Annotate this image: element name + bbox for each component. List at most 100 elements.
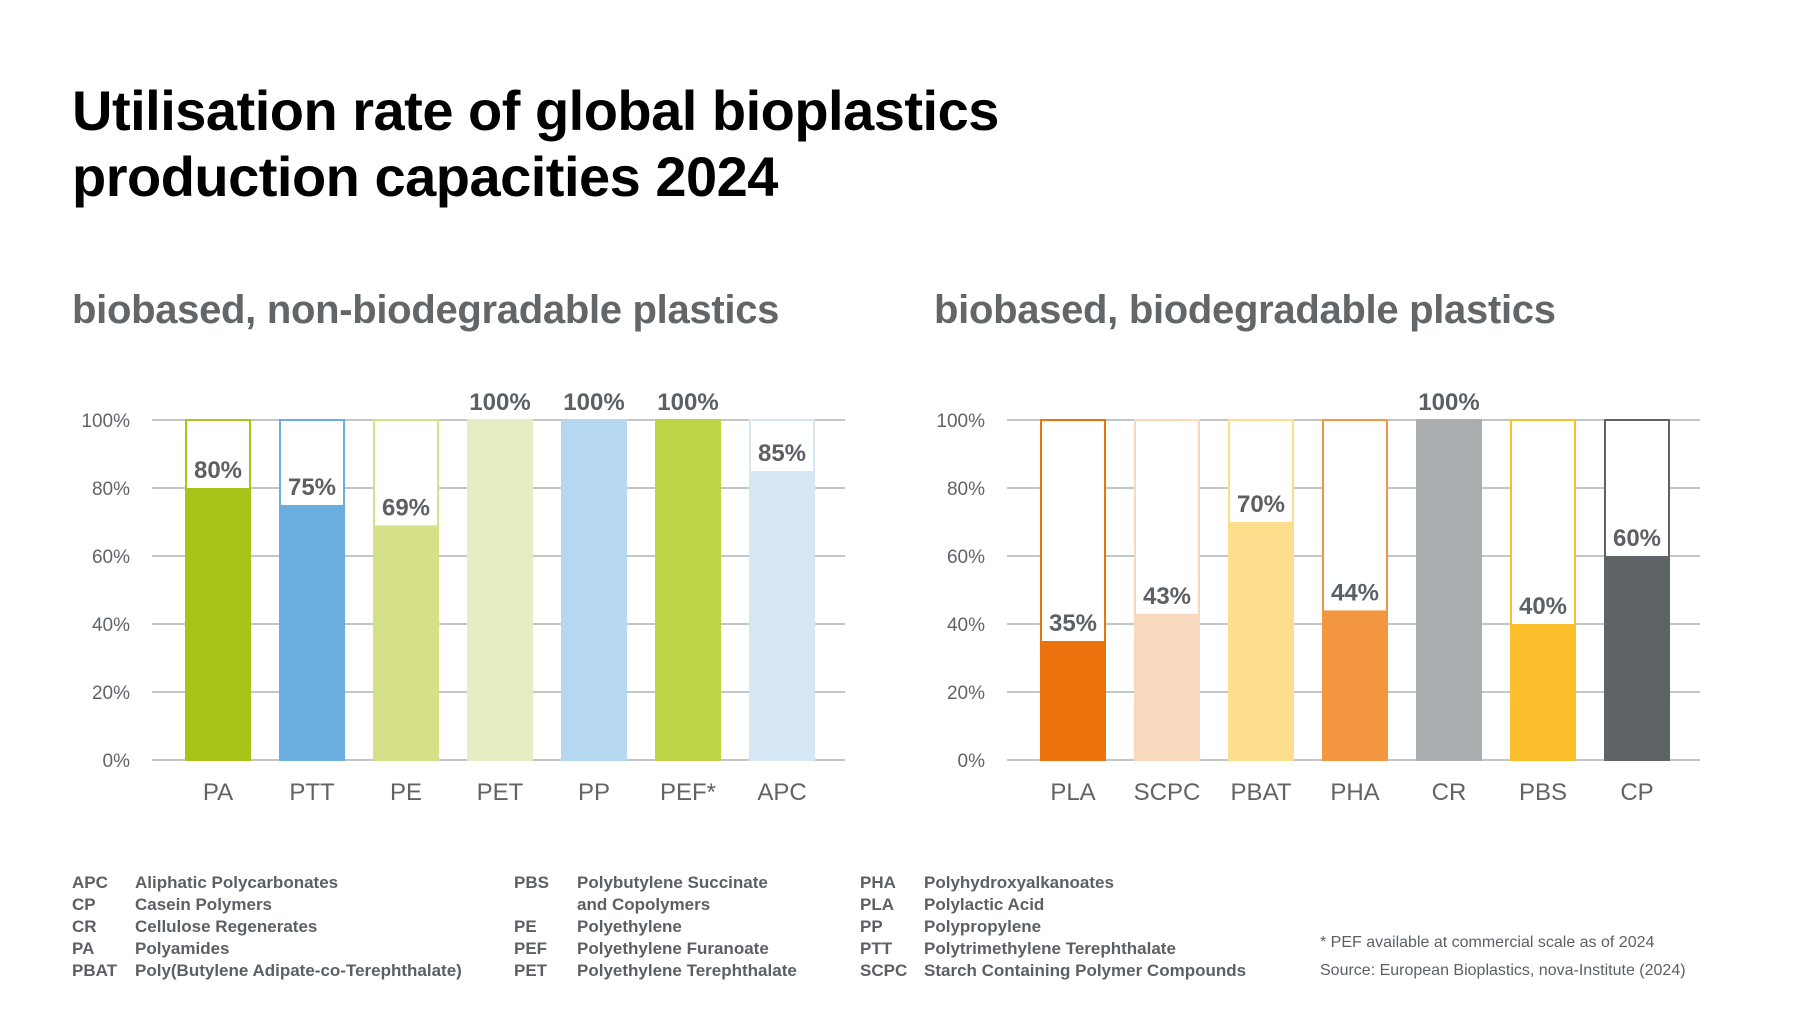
- bar-scpc: [1134, 613, 1200, 760]
- bar-ptt: [279, 505, 345, 760]
- chart-title-biodegradable: biobased, biodegradable plastics: [934, 288, 1556, 332]
- bar-pbat: [1228, 522, 1294, 760]
- value-label-scpc: 43%: [1143, 583, 1191, 610]
- value-label-pp: 100%: [563, 389, 624, 416]
- bar-pef: [655, 420, 721, 760]
- page-title: Utilisation rate of global bioplastics p…: [72, 78, 999, 210]
- bar-pp: [561, 420, 627, 760]
- value-label-pe: 69%: [382, 494, 430, 521]
- category-label-pbs: PBS: [1519, 779, 1567, 806]
- legend-row: SCPC Starch Containing Polymer Compounds: [860, 960, 1246, 982]
- y-tick-label: 40%: [947, 615, 985, 636]
- legend-abbr: PET: [514, 961, 548, 980]
- footnote: * PEF available at commercial scale as o…: [1320, 934, 1655, 951]
- bar-cp: [1604, 556, 1670, 760]
- legend-name: Polyethylene: [577, 917, 682, 936]
- bar-pha: [1322, 610, 1388, 760]
- legend-row: PET Polyethylene Terephthalate: [514, 960, 797, 982]
- y-tick-label: 0%: [103, 751, 131, 772]
- value-label-pla: 35%: [1049, 610, 1097, 637]
- legend-abbr: PTT: [860, 939, 893, 958]
- legend-abbr: [514, 894, 577, 916]
- legend-name: Polypropylene: [924, 917, 1042, 936]
- legend-row: CR Cellulose Regenerates: [72, 916, 462, 938]
- bar-pla: [1040, 641, 1106, 760]
- legend-name: Casein Polymers: [135, 895, 273, 914]
- source-note: Source: European Bioplastics, nova-Insti…: [1320, 962, 1686, 979]
- category-label-pbat: PBAT: [1231, 779, 1292, 806]
- category-label-pe: PE: [390, 779, 422, 806]
- legend-row: PE Polyethylene: [514, 916, 797, 938]
- value-label-cp: 60%: [1613, 525, 1661, 552]
- y-tick-label: 60%: [92, 547, 130, 568]
- legend-row: PLA Polylactic Acid: [860, 894, 1246, 916]
- chart-non-biodegradable: 0% 20% 40% 60% 80% 100% 80% PA 75% PTT 69% PE 100% PE…: [81, 389, 845, 806]
- legend-row: APC Aliphatic Polycarbonates: [72, 872, 462, 894]
- legend-row: PEF Polyethylene Furanoate: [514, 938, 797, 960]
- legend-row: and Copolymers: [514, 894, 797, 916]
- bar-cr: [1416, 420, 1482, 760]
- value-label-pet: 100%: [469, 389, 530, 416]
- category-label-apc: APC: [757, 779, 806, 806]
- value-label-pa: 80%: [194, 457, 242, 484]
- legend-row: PBAT Poly(Butylene Adipate-co-Terephthala…: [72, 960, 462, 982]
- legend-abbr: SCPC: [860, 961, 908, 980]
- value-label-cr: 100%: [1418, 389, 1479, 416]
- legend-abbr: PLA: [860, 895, 894, 914]
- category-label-pef: PEF*: [660, 779, 716, 806]
- legend-abbr: PBS: [514, 873, 549, 892]
- chart-biodegradable: 0% 20% 40% 60% 80% 100% 35% PLA 43% SCPC 70% PBAT 44…: [936, 389, 1700, 806]
- category-label-pet: PET: [477, 779, 524, 806]
- title-line-1: Utilisation rate of global bioplastics: [72, 79, 999, 142]
- y-tick-label: 0%: [958, 751, 986, 772]
- legend-name: Polyethylene Furanoate: [577, 939, 769, 958]
- legend-abbr: CP: [72, 895, 96, 914]
- y-tick-label: 80%: [947, 479, 985, 500]
- legend-name: Polybutylene Succinate: [577, 873, 768, 892]
- legend-column-2: PBS Polybutylene Succinate and Copolymers…: [514, 872, 797, 982]
- category-label-cp: CP: [1620, 779, 1653, 806]
- value-label-apc: 85%: [758, 440, 806, 467]
- category-label-cr: CR: [1432, 779, 1467, 806]
- legend-column-3: PHA Polyhydroxyalkanoates PLA Polylactic A…: [860, 872, 1246, 982]
- value-label-pha: 44%: [1331, 579, 1379, 606]
- legend-abbr: PHA: [860, 873, 896, 892]
- y-tick-label: 40%: [92, 615, 130, 636]
- legend-abbr: PA: [72, 939, 95, 958]
- legend-abbr: PBAT: [72, 961, 118, 980]
- value-label-pbs: 40%: [1519, 593, 1567, 620]
- value-label-pef: 100%: [657, 389, 718, 416]
- legend-abbr: PP: [860, 917, 883, 936]
- legend-name: and Copolymers: [577, 895, 711, 914]
- legend-column-1: APC Aliphatic Polycarbonates CP Casein Pol…: [72, 872, 462, 982]
- category-label-pha: PHA: [1330, 779, 1379, 806]
- legend-row: PA Polyamides: [72, 938, 462, 960]
- legend-abbr: PEF: [514, 939, 548, 958]
- category-label-pp: PP: [578, 779, 610, 806]
- legend-row: PBS Polybutylene Succinate: [514, 872, 797, 894]
- bar-pa: [185, 488, 251, 760]
- bar-apc: [749, 471, 815, 760]
- legend-name: Starch Containing Polymer Compounds: [924, 961, 1247, 980]
- category-label-pla: PLA: [1050, 779, 1095, 806]
- legend-name: Polyamides: [135, 939, 230, 958]
- y-tick-label: 100%: [936, 411, 985, 432]
- y-tick-label: 20%: [92, 683, 130, 704]
- legend-row: PTT Polytrimethylene Terephthalate: [860, 938, 1246, 960]
- legend-name: Cellulose Regenerates: [135, 917, 318, 936]
- legend-abbr: PE: [514, 917, 537, 936]
- legend-row: PP Polypropylene: [860, 916, 1246, 938]
- y-tick-label: 100%: [81, 411, 130, 432]
- value-label-pbat: 70%: [1237, 491, 1285, 518]
- bar-pet: [467, 420, 533, 760]
- category-label-scpc: SCPC: [1134, 779, 1201, 806]
- legend-row: PHA Polyhydroxyalkanoates: [860, 872, 1246, 894]
- title-line-2: production capacities 2024: [72, 145, 778, 208]
- y-tick-label: 80%: [92, 479, 130, 500]
- chart-title-non-biodegradable: biobased, non-biodegradable plastics: [72, 288, 780, 332]
- category-label-pa: PA: [203, 779, 233, 806]
- legend-name: Poly(Butylene Adipate-co-Terephthalate): [135, 961, 462, 980]
- category-label-ptt: PTT: [289, 779, 335, 806]
- bar-pe: [373, 525, 439, 760]
- value-label-ptt: 75%: [288, 474, 336, 501]
